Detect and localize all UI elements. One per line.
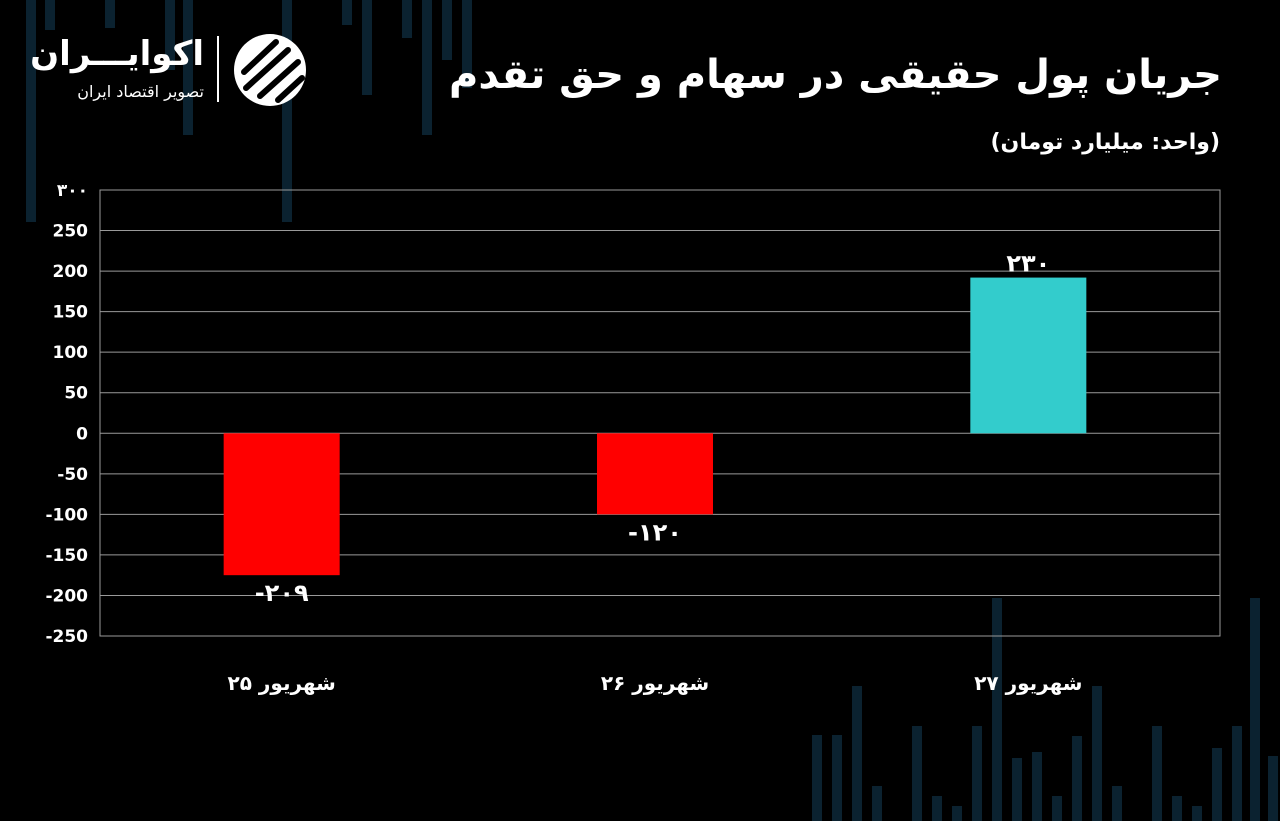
decor-bar — [45, 0, 55, 30]
decor-bar — [105, 0, 115, 28]
y-tick-label: ۳۰۰ — [57, 181, 88, 201]
decor-bar — [462, 0, 472, 88]
decor-bar — [852, 686, 862, 821]
decor-bar — [812, 735, 822, 821]
decor-bar — [1092, 686, 1102, 821]
decor-bar — [1052, 796, 1062, 821]
decor-bar — [402, 0, 412, 38]
decor-bar — [422, 0, 432, 135]
decor-bar — [932, 796, 942, 821]
decor-bar — [1232, 726, 1242, 821]
x-category-label: ۲۵ شهریور — [228, 671, 336, 695]
data-label: -۱۲۰ — [628, 518, 682, 546]
logo-tagline: تصویر اقتصاد ایران — [77, 82, 204, 101]
bar-3 — [970, 277, 1087, 434]
logo-name: اکوایـــران — [30, 34, 204, 74]
decor-bar — [912, 726, 922, 821]
y-tick-label: -200 — [45, 586, 88, 606]
decor-bar — [1192, 806, 1202, 821]
bar-2 — [597, 433, 713, 515]
unit-label: (واحد: میلیارد تومان) — [990, 130, 1221, 155]
logo-mark-icon — [234, 34, 306, 106]
decor-bar — [183, 0, 193, 135]
y-tick-label: 50 — [64, 384, 88, 404]
data-label: -۲۰۹ — [255, 579, 309, 607]
data-label: ۲۳۰ — [1006, 250, 1050, 278]
decor-bar — [442, 0, 452, 60]
y-tick-label: -150 — [45, 546, 88, 566]
decor-bar — [26, 0, 36, 222]
decor-bar — [992, 598, 1002, 821]
x-category-label: ۲۷ شهریور — [974, 671, 1082, 695]
decor-bar — [1268, 756, 1278, 821]
decor-bar — [1032, 752, 1042, 821]
y-tick-label: 0 — [76, 424, 88, 444]
decor-bar — [952, 806, 962, 821]
decor-bar — [362, 0, 372, 95]
y-tick-label: 200 — [53, 262, 89, 282]
decor-bar — [1172, 796, 1182, 821]
y-tick-label: 100 — [53, 343, 89, 363]
logo-divider — [217, 36, 219, 102]
bar-1 — [223, 433, 340, 576]
y-tick-label: -100 — [45, 505, 88, 525]
y-tick-label: 250 — [53, 222, 89, 242]
decor-bar — [282, 0, 292, 222]
y-tick-label: -250 — [45, 627, 88, 647]
decor-bar — [832, 735, 842, 821]
decor-bar — [165, 0, 175, 70]
decor-bar — [1072, 736, 1082, 821]
decor-bar — [1012, 758, 1022, 821]
chart-title: جریان پول حقیقی در سهام و حق تقدم — [449, 52, 1222, 98]
y-tick-label: -50 — [57, 465, 88, 485]
decor-bar — [342, 0, 352, 25]
decor-bar — [1112, 786, 1122, 821]
decor-bar — [972, 726, 982, 821]
decor-bar — [1250, 598, 1260, 821]
x-category-label: ۲۶ شهریور — [601, 671, 709, 695]
y-tick-label: 150 — [53, 303, 89, 323]
decor-bar — [872, 786, 882, 821]
decor-bar — [1212, 748, 1222, 821]
decor-bar — [1152, 726, 1162, 821]
ecoiran-logo: اکوایـــران تصویر اقتصاد ایران — [30, 32, 316, 112]
